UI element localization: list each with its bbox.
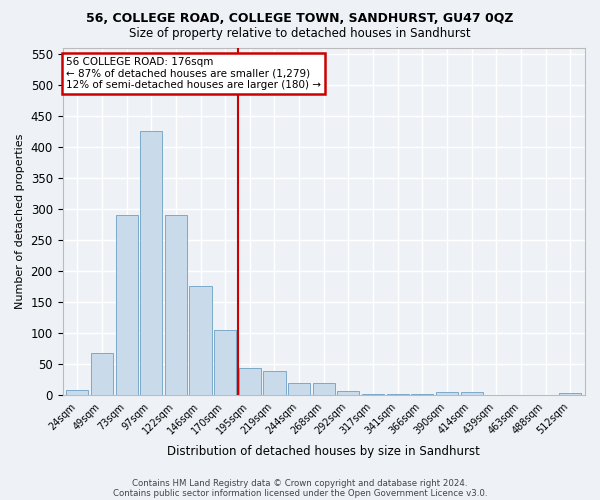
Bar	[362, 394, 384, 395]
Bar	[411, 394, 433, 395]
Bar	[263, 372, 286, 395]
Bar	[559, 393, 581, 395]
Bar	[116, 215, 137, 395]
Text: Contains public sector information licensed under the Open Government Licence v3: Contains public sector information licen…	[113, 488, 487, 498]
Bar	[214, 330, 236, 395]
Bar	[140, 132, 163, 395]
Bar	[66, 390, 88, 395]
Bar	[288, 383, 310, 395]
Bar	[461, 392, 483, 395]
Bar	[91, 353, 113, 395]
Bar	[239, 368, 261, 395]
Bar	[337, 392, 359, 395]
Bar	[386, 394, 409, 395]
Text: 56, COLLEGE ROAD, COLLEGE TOWN, SANDHURST, GU47 0QZ: 56, COLLEGE ROAD, COLLEGE TOWN, SANDHURS…	[86, 12, 514, 26]
Y-axis label: Number of detached properties: Number of detached properties	[15, 134, 25, 309]
Text: Size of property relative to detached houses in Sandhurst: Size of property relative to detached ho…	[129, 28, 471, 40]
Bar	[190, 286, 212, 395]
Bar	[165, 215, 187, 395]
X-axis label: Distribution of detached houses by size in Sandhurst: Distribution of detached houses by size …	[167, 444, 480, 458]
Bar	[313, 383, 335, 395]
Text: Contains HM Land Registry data © Crown copyright and database right 2024.: Contains HM Land Registry data © Crown c…	[132, 478, 468, 488]
Bar	[436, 392, 458, 395]
Text: 56 COLLEGE ROAD: 176sqm
← 87% of detached houses are smaller (1,279)
12% of semi: 56 COLLEGE ROAD: 176sqm ← 87% of detache…	[66, 57, 321, 90]
